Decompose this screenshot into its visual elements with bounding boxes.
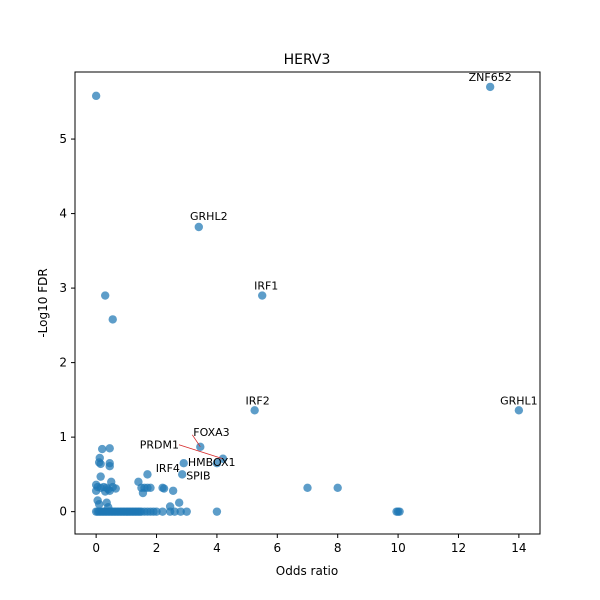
data-point xyxy=(143,470,152,479)
y-tick-label: 5 xyxy=(59,132,67,146)
data-point xyxy=(303,483,312,492)
data-point xyxy=(176,507,185,516)
plot-frame xyxy=(74,71,541,535)
labeled-data-point xyxy=(194,222,203,232)
data-point xyxy=(105,444,114,453)
annotation-label: IRF2 xyxy=(246,394,270,407)
labeled-data-point xyxy=(179,459,188,468)
x-tick-label: 10 xyxy=(390,541,405,555)
annotation-label: IRF4 xyxy=(156,462,180,475)
data-point xyxy=(152,507,161,516)
annotation-label: SPIB xyxy=(186,469,210,482)
data-point xyxy=(333,483,342,492)
y-tick-label: 0 xyxy=(59,505,67,519)
labeled-data-point xyxy=(250,406,259,415)
y-axis-label: -Log10 FDR xyxy=(36,268,50,337)
x-tick-label: 8 xyxy=(334,541,342,555)
annotation-label: IRF1 xyxy=(254,280,278,293)
data-point xyxy=(182,507,191,516)
labeled-data-point xyxy=(258,291,267,300)
x-tick-label: 6 xyxy=(273,541,281,555)
data-point xyxy=(158,507,167,516)
labeled-data-point xyxy=(212,459,222,468)
x-tick-label: 12 xyxy=(451,541,466,555)
data-point xyxy=(108,315,117,324)
labeled-data-point xyxy=(514,406,524,415)
data-point xyxy=(91,91,101,101)
x-tick-label: 0 xyxy=(92,541,100,555)
data-point xyxy=(94,499,104,509)
y-ticks: 0 1 2 3 4 5 xyxy=(59,132,75,519)
y-tick-label: 3 xyxy=(59,281,67,295)
data-point xyxy=(168,486,178,495)
data-point xyxy=(100,291,110,300)
y-tick-label: 4 xyxy=(59,207,67,221)
data-point xyxy=(96,459,105,469)
annotation-connector xyxy=(191,434,201,448)
data-point xyxy=(97,444,107,454)
data-point xyxy=(105,461,114,471)
data-point xyxy=(100,487,110,496)
data-point xyxy=(165,502,175,511)
data-point xyxy=(395,507,404,516)
annotation-label: GRHL2 xyxy=(190,210,228,223)
data-point xyxy=(146,483,155,492)
annotation-label: ZNF652 xyxy=(469,71,512,84)
labeled-data-point xyxy=(177,470,187,479)
annotation-label: GRHL1 xyxy=(500,394,538,407)
annotation-label: FOXA3 xyxy=(193,426,229,439)
x-tick-label: 2 xyxy=(153,541,161,555)
points-layer xyxy=(91,82,524,516)
x-ticks: 0 2 4 6 8 10 12 14 xyxy=(92,534,527,555)
data-point xyxy=(91,486,101,495)
data-point xyxy=(138,488,148,498)
data-point xyxy=(212,507,222,516)
labeled-data-point xyxy=(485,82,495,92)
annotations-layer: ZNF652 GRHL2 IRF1 IRF2 GRHL1 FOXA3 PRDM1 HMBOX1… xyxy=(140,71,538,482)
annotation-label: PRDM1 xyxy=(140,439,179,452)
data-point xyxy=(111,484,120,493)
data-point xyxy=(159,484,169,493)
x-tick-label: 14 xyxy=(511,541,526,555)
y-tick-label: 2 xyxy=(59,356,67,370)
annotation-connector xyxy=(178,444,224,460)
data-point xyxy=(96,472,105,481)
chart-title: HERV3 xyxy=(284,52,331,68)
annotation-label: HMBOX1 xyxy=(188,456,236,469)
x-tick-label: 4 xyxy=(213,541,221,555)
x-axis-label: Odds ratio xyxy=(276,564,338,578)
data-point xyxy=(174,498,184,507)
y-tick-label: 1 xyxy=(59,430,67,444)
